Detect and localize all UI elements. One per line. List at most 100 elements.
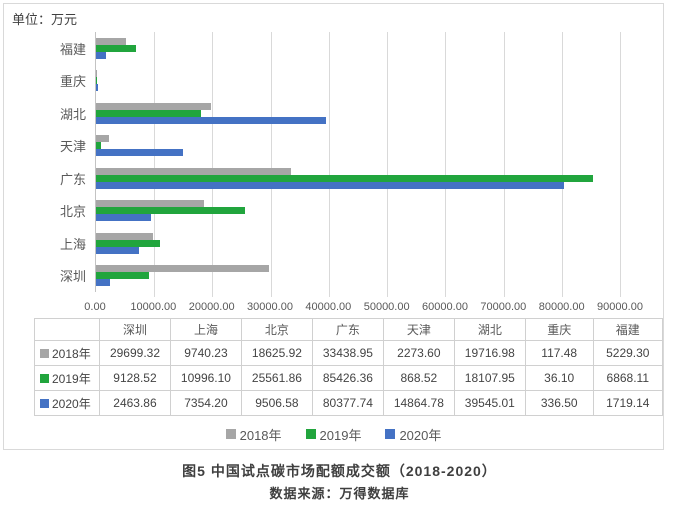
gridline [387, 32, 389, 297]
series-row-header: 2019年 [34, 365, 100, 391]
x-axis-tick: 70000.00 [480, 301, 527, 313]
table-cell: 80377.74 [311, 390, 384, 416]
bar [96, 70, 97, 78]
x-axis-tick: 40000.00 [305, 301, 352, 313]
bar [96, 232, 153, 240]
gridline [154, 32, 156, 297]
gridline [270, 32, 272, 297]
table-header-row: 深圳 上海 北京 广东 天津 湖北 重庆 福建 [34, 318, 664, 341]
table-cell: 1719.14 [592, 390, 664, 416]
y-axis-category-labels: 福建 重庆 湖北 天津 广东 北京 上海 深圳 [4, 32, 95, 292]
legend-key-icon [225, 429, 236, 439]
category-label: 北京 [59, 204, 86, 220]
category-label: 深圳 [59, 269, 86, 285]
plot-area [95, 32, 621, 297]
legend-key-icon [385, 429, 396, 439]
table-cell: 9128.52 [99, 365, 171, 391]
bar [96, 51, 106, 59]
series-key: 2018年 [37, 345, 97, 362]
series-key: 2020年 [37, 395, 97, 412]
data-table: 深圳 上海 北京 广东 天津 湖北 重庆 福建 2018年 29699.32 9740.23 186… [34, 318, 664, 416]
table-cell: 25561.86 [240, 365, 313, 391]
x-axis-tick: 60000.00 [422, 301, 468, 313]
table-cell: 19716.98 [453, 340, 526, 366]
bar [96, 239, 161, 247]
category-bar-group [96, 227, 620, 260]
table-header-cell: 北京 [240, 318, 313, 341]
legend-key-icon [305, 429, 316, 439]
bar [96, 181, 564, 189]
x-axis-tick: 50000.00 [363, 301, 410, 313]
x-axis-tick: 90000.00 [597, 301, 643, 313]
table-header-cell: 深圳 [99, 318, 171, 341]
bar [96, 37, 127, 45]
table-header-cell: 福建 [592, 318, 664, 341]
table-cell: 10996.10 [169, 365, 242, 391]
table-cell: 85426.36 [311, 365, 384, 391]
x-axis-tick: 30000.00 [247, 301, 293, 313]
category-bar-group [96, 260, 620, 293]
table-row: 2020年 2463.86 7354.20 9506.58 80377.74 14864.… [34, 390, 664, 416]
series-color-icon [40, 398, 49, 408]
chart-image-frame: 单位：万元 福建 重庆 湖北 天津 广东 北京 上海 深圳 0.00 10000.00 20000… [3, 3, 664, 450]
table-row: 2019年 9128.52 10996.10 25561.86 85426.36 868.… [34, 365, 664, 391]
data-table-body: 2018年 29699.32 9740.23 18625.92 33438.95 2273… [34, 340, 664, 416]
table-cell: 2273.60 [382, 340, 455, 366]
x-axis-tick: 10000.00 [130, 301, 177, 313]
legend-label: 2019年 [319, 427, 362, 443]
series-name: 2018年 [52, 346, 91, 361]
category-bar-group [96, 130, 620, 163]
table-cell: 36.10 [524, 365, 594, 391]
table-row: 2018年 29699.32 9740.23 18625.92 33438.95 2273… [34, 340, 664, 366]
table-cell: 6868.11 [592, 365, 664, 391]
bar [96, 135, 110, 143]
bar [96, 279, 111, 287]
bar [96, 214, 152, 222]
category-label: 福建 [59, 41, 86, 57]
bar [96, 109, 202, 117]
bar [96, 246, 139, 254]
category-label: 天津 [59, 139, 86, 155]
table-header-cell: 天津 [382, 318, 455, 341]
gridline [212, 32, 214, 297]
unit-label: 单位：万元 [12, 12, 78, 27]
chart-legend: 2018年 2019年 2020年 [4, 425, 663, 443]
bar [96, 174, 594, 182]
bar [96, 207, 245, 215]
series-color-icon [40, 348, 49, 358]
series-row-header: 2018年 [34, 340, 100, 366]
series-color-icon [40, 373, 49, 383]
table-cell: 18107.95 [453, 365, 526, 391]
table-cell: 39545.01 [453, 390, 526, 416]
table-cell: 9506.58 [240, 390, 313, 416]
table-cell: 18625.92 [240, 340, 313, 366]
bar [96, 272, 150, 280]
table-cell: 5229.30 [592, 340, 664, 366]
table-header-cell: 重庆 [524, 318, 594, 341]
bar [96, 200, 205, 208]
category-label: 重庆 [59, 74, 86, 90]
bar [96, 142, 102, 150]
legend-item: 2019年 [305, 425, 362, 444]
gridline [445, 32, 447, 297]
gridline [620, 32, 621, 297]
table-header-cell: 上海 [169, 318, 242, 341]
series-key: 2019年 [37, 370, 97, 387]
category-bar-group [96, 32, 620, 65]
table-cell: 33438.95 [311, 340, 384, 366]
bar [96, 44, 136, 52]
category-label: 上海 [59, 236, 86, 252]
table-cell: 9740.23 [169, 340, 242, 366]
bar [96, 102, 211, 110]
category-label: 广东 [59, 171, 86, 187]
legend-label: 2018年 [239, 427, 282, 443]
table-cell: 868.52 [382, 365, 455, 391]
table-cell: 29699.32 [99, 340, 171, 366]
legend-item: 2020年 [385, 425, 441, 444]
figure-caption: 图5 中国试点碳市场配额成交额（2018-2020） [182, 463, 497, 479]
bar [96, 149, 183, 157]
table-cell: 336.50 [524, 390, 594, 416]
x-axis-tick: 80000.00 [538, 301, 585, 313]
gridline [328, 32, 330, 297]
